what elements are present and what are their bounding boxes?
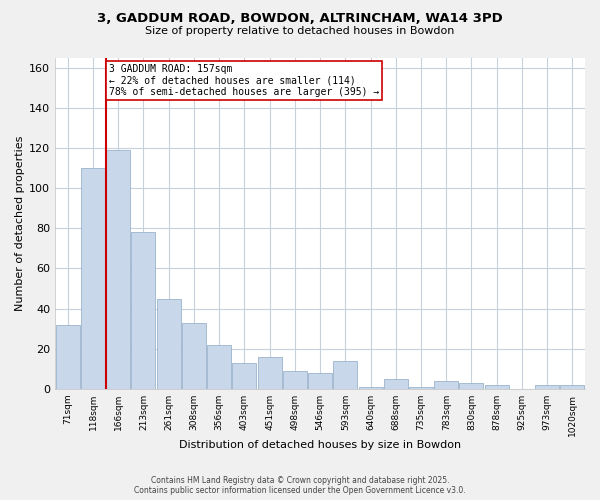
Bar	[106, 150, 130, 389]
Bar	[359, 387, 383, 389]
Text: Contains HM Land Registry data © Crown copyright and database right 2025.
Contai: Contains HM Land Registry data © Crown c…	[134, 476, 466, 495]
Bar	[334, 361, 357, 389]
Bar	[434, 381, 458, 389]
Bar	[485, 385, 509, 389]
Bar	[283, 371, 307, 389]
Text: 3 GADDUM ROAD: 157sqm
← 22% of detached houses are smaller (114)
78% of semi-det: 3 GADDUM ROAD: 157sqm ← 22% of detached …	[109, 64, 379, 96]
Bar	[308, 373, 332, 389]
Bar	[384, 379, 408, 389]
Bar	[182, 322, 206, 389]
Bar	[409, 387, 433, 389]
Bar	[56, 324, 80, 389]
Text: Size of property relative to detached houses in Bowdon: Size of property relative to detached ho…	[145, 26, 455, 36]
Bar	[207, 345, 231, 389]
X-axis label: Distribution of detached houses by size in Bowdon: Distribution of detached houses by size …	[179, 440, 461, 450]
Text: 3, GADDUM ROAD, BOWDON, ALTRINCHAM, WA14 3PD: 3, GADDUM ROAD, BOWDON, ALTRINCHAM, WA14…	[97, 12, 503, 26]
Bar	[157, 298, 181, 389]
Bar	[232, 363, 256, 389]
Bar	[81, 168, 105, 389]
Bar	[131, 232, 155, 389]
Bar	[460, 383, 484, 389]
Bar	[560, 385, 584, 389]
Y-axis label: Number of detached properties: Number of detached properties	[15, 136, 25, 311]
Bar	[535, 385, 559, 389]
Bar	[257, 357, 281, 389]
